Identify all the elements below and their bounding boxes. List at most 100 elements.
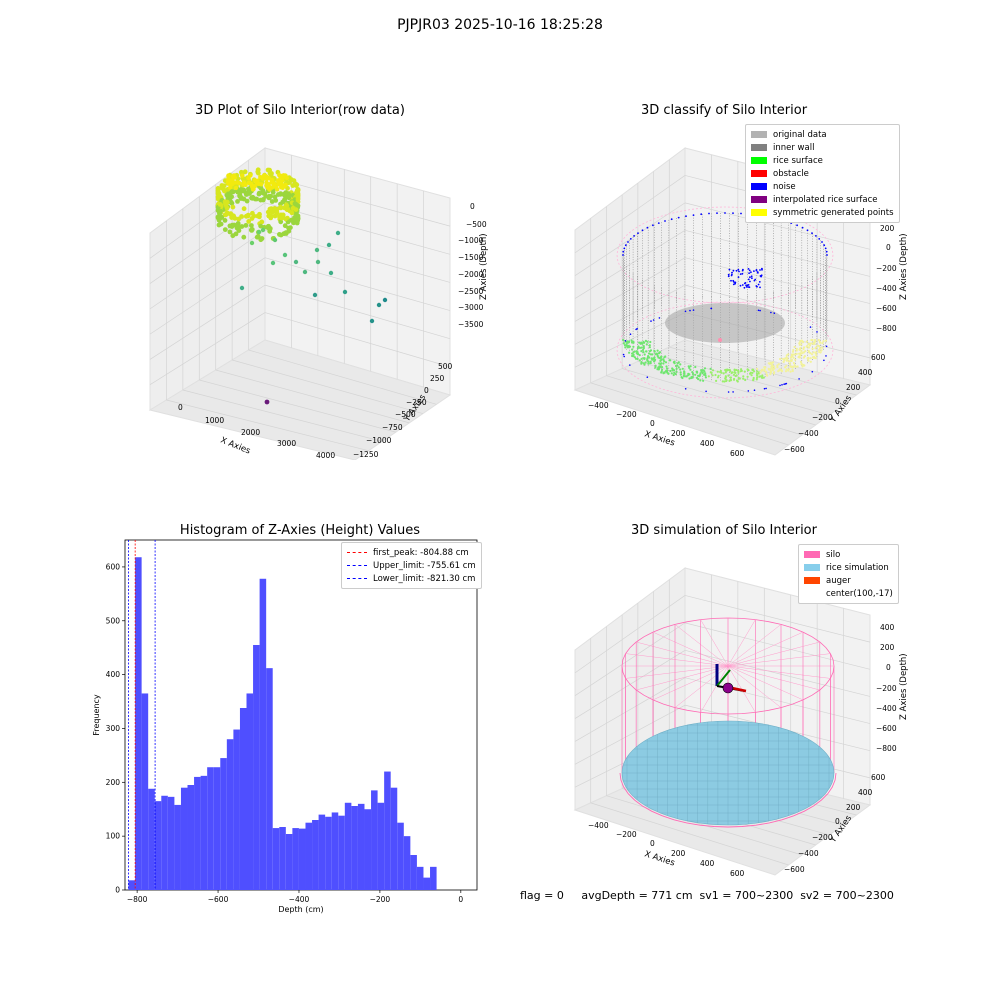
rice-surface-point bbox=[785, 359, 788, 362]
noise-point bbox=[823, 244, 826, 247]
silo-wireframe bbox=[636, 641, 729, 667]
rice-surface-point bbox=[772, 365, 775, 368]
rice-surface-point bbox=[733, 369, 737, 372]
rice-surface-point bbox=[704, 374, 707, 377]
rice-surface-point bbox=[632, 340, 635, 343]
noise-point bbox=[652, 319, 655, 321]
rice-surface-point bbox=[803, 355, 806, 358]
rice-surface-point bbox=[719, 369, 722, 373]
noise-point bbox=[739, 284, 742, 287]
rice-surface-point bbox=[784, 370, 788, 373]
grid-line bbox=[669, 346, 857, 396]
data-point bbox=[269, 180, 274, 185]
rice-surface-point bbox=[690, 376, 693, 379]
noise-point bbox=[751, 277, 753, 280]
data-point bbox=[272, 206, 278, 211]
rice-surface-point bbox=[699, 372, 702, 375]
rice-surface-point bbox=[688, 373, 691, 376]
rice-surface-point bbox=[673, 371, 676, 374]
noise-point bbox=[806, 229, 809, 232]
noise-point bbox=[670, 218, 673, 221]
rice-surface-point bbox=[782, 360, 785, 363]
rice-surface-point bbox=[704, 376, 707, 379]
histogram-bar bbox=[397, 822, 404, 890]
noise-point bbox=[741, 272, 744, 275]
p2-ytick: 400 bbox=[858, 368, 873, 377]
rice-surface-point bbox=[788, 362, 791, 365]
data-point bbox=[280, 185, 285, 190]
grid-line bbox=[574, 229, 686, 299]
silo-outline bbox=[616, 301, 834, 399]
silo-wireframe bbox=[727, 665, 820, 691]
data-point bbox=[274, 210, 280, 215]
p2-xtick: −200 bbox=[616, 410, 637, 419]
histogram-bar bbox=[331, 812, 339, 890]
p2-ytick: 200 bbox=[846, 383, 861, 392]
grid-line bbox=[574, 257, 686, 322]
grid-line bbox=[264, 284, 451, 340]
histogram-bar bbox=[430, 866, 437, 890]
rice-surface-point bbox=[714, 373, 717, 377]
data-point bbox=[222, 227, 228, 232]
noise-point bbox=[689, 309, 691, 312]
histogram-bar bbox=[416, 866, 424, 890]
silo-wireframe bbox=[700, 619, 729, 667]
data-point bbox=[246, 175, 251, 181]
noise-point bbox=[747, 268, 750, 270]
histogram-bar bbox=[357, 803, 365, 890]
p1-ztick: −3500 bbox=[458, 320, 484, 329]
histogram-bar bbox=[325, 816, 332, 890]
noise-point bbox=[749, 280, 751, 283]
rice-surface-point bbox=[643, 353, 646, 356]
p2-ytick: −400 bbox=[798, 429, 819, 438]
rice-surface-point bbox=[750, 374, 753, 377]
p4-ytick: −600 bbox=[784, 865, 805, 874]
rice-surface-point bbox=[795, 349, 798, 352]
legend-entry: inner wall bbox=[751, 141, 894, 154]
silo-wireframe bbox=[674, 665, 729, 708]
data-point bbox=[265, 167, 271, 173]
rice-surface-point bbox=[733, 377, 736, 381]
grid-line bbox=[653, 353, 843, 406]
rice-surface-point bbox=[664, 361, 668, 364]
noise-point bbox=[708, 212, 710, 215]
data-point bbox=[280, 199, 286, 205]
p1-ytick: −1250 bbox=[353, 450, 379, 459]
data-point bbox=[227, 229, 233, 235]
rice-surface-point bbox=[648, 350, 652, 353]
noise-point bbox=[641, 229, 644, 232]
silo-wireframe bbox=[727, 665, 831, 679]
status-footer: flag = 0 avgDepth = 771 cm sv1 = 700~230… bbox=[520, 889, 894, 902]
noise-point bbox=[783, 383, 785, 385]
rice-surface-point bbox=[792, 356, 795, 359]
histogram-bar bbox=[377, 802, 385, 890]
p1-ytick: −500 bbox=[395, 410, 416, 419]
rice-surface-point bbox=[734, 374, 737, 378]
p1-xlabel: X Axies bbox=[219, 436, 252, 457]
rice-surface-point bbox=[642, 351, 645, 354]
y-tick-label: 200 bbox=[106, 778, 121, 787]
noise-point bbox=[738, 270, 740, 273]
p1-ytick: −1000 bbox=[366, 436, 392, 445]
rice-surface-point bbox=[791, 369, 794, 373]
noise-point bbox=[685, 215, 687, 218]
rice-surface-point bbox=[707, 375, 710, 378]
noise-point bbox=[692, 214, 695, 216]
rice-surface-point bbox=[729, 370, 732, 373]
p2-ztick: −800 bbox=[876, 324, 897, 333]
rice-surface-point bbox=[738, 377, 741, 380]
rice-surface-point bbox=[671, 369, 674, 372]
rice-surface-point bbox=[765, 371, 768, 374]
noise-point bbox=[759, 309, 761, 312]
rice-surface-point bbox=[807, 359, 810, 362]
noise-point bbox=[744, 282, 747, 284]
rice-surface-point bbox=[792, 361, 795, 365]
data-point bbox=[233, 185, 239, 191]
grid-line bbox=[684, 202, 871, 250]
grid-line bbox=[149, 284, 266, 360]
histogram-bar bbox=[298, 828, 306, 890]
data-point bbox=[279, 215, 285, 221]
grid-line bbox=[684, 229, 871, 277]
p2-xtick: 600 bbox=[730, 449, 745, 458]
rice-surface-point bbox=[809, 357, 812, 360]
